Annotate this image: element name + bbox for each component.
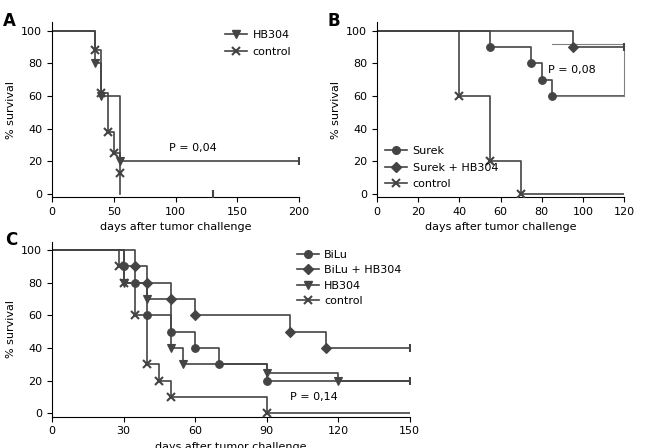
X-axis label: days after tumor challenge: days after tumor challenge [99, 222, 252, 233]
Legend: BiLu, BiLu + HB304, HB304, control: BiLu, BiLu + HB304, HB304, control [294, 247, 404, 309]
Legend: HB304, control: HB304, control [222, 28, 293, 59]
Text: A: A [3, 12, 16, 30]
X-axis label: days after tumor challenge: days after tumor challenge [424, 222, 577, 233]
Y-axis label: % survival: % survival [331, 81, 341, 139]
Text: C: C [5, 232, 18, 250]
Y-axis label: % survival: % survival [6, 81, 16, 139]
Text: B: B [328, 12, 340, 30]
Text: P = 0,04: P = 0,04 [169, 143, 217, 153]
Text: P = 0,08: P = 0,08 [548, 65, 595, 75]
Y-axis label: % survival: % survival [6, 300, 16, 358]
Legend: Surek, Surek + HB304, control: Surek, Surek + HB304, control [383, 144, 500, 192]
Text: P = 0,14: P = 0,14 [291, 392, 338, 402]
X-axis label: days after tumor challenge: days after tumor challenge [155, 442, 307, 448]
